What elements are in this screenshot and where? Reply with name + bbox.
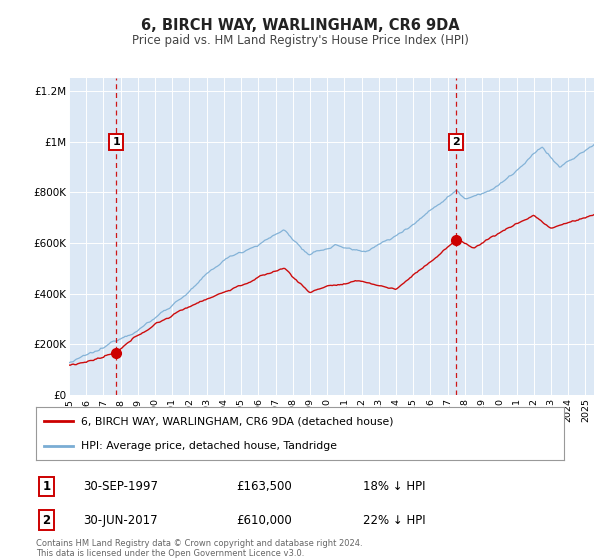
Text: 2: 2 xyxy=(43,514,50,526)
Text: 18% ↓ HPI: 18% ↓ HPI xyxy=(364,480,426,493)
Text: 30-JUN-2017: 30-JUN-2017 xyxy=(83,514,158,526)
Text: 1: 1 xyxy=(43,480,50,493)
Text: 6, BIRCH WAY, WARLINGHAM, CR6 9DA: 6, BIRCH WAY, WARLINGHAM, CR6 9DA xyxy=(140,18,460,32)
Text: Contains HM Land Registry data © Crown copyright and database right 2024.
This d: Contains HM Land Registry data © Crown c… xyxy=(36,539,362,558)
Text: Price paid vs. HM Land Registry's House Price Index (HPI): Price paid vs. HM Land Registry's House … xyxy=(131,34,469,47)
Text: 1: 1 xyxy=(112,137,120,147)
Text: 30-SEP-1997: 30-SEP-1997 xyxy=(83,480,158,493)
Text: 2: 2 xyxy=(452,137,460,147)
Text: 6, BIRCH WAY, WARLINGHAM, CR6 9DA (detached house): 6, BIRCH WAY, WARLINGHAM, CR6 9DA (detac… xyxy=(81,417,394,427)
Text: £163,500: £163,500 xyxy=(236,480,292,493)
Text: 22% ↓ HPI: 22% ↓ HPI xyxy=(364,514,426,526)
Text: HPI: Average price, detached house, Tandridge: HPI: Average price, detached house, Tand… xyxy=(81,441,337,451)
Text: £610,000: £610,000 xyxy=(236,514,292,526)
